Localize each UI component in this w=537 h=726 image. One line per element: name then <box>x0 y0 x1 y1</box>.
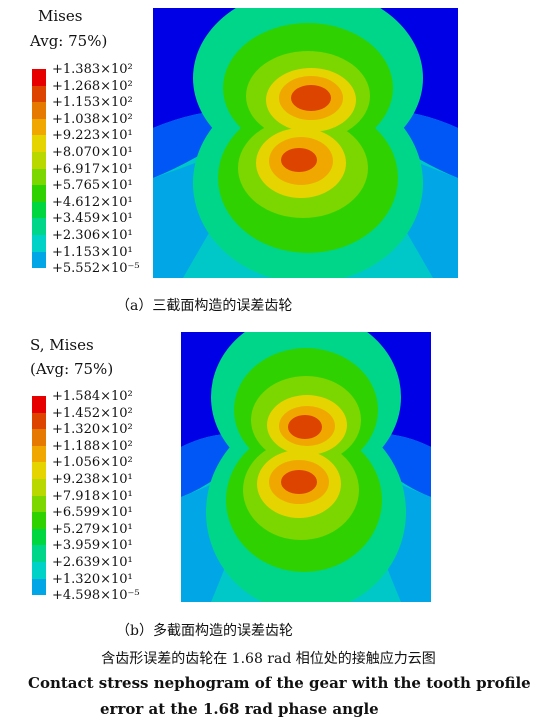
legend-value-label: +1.584×10² <box>52 389 133 404</box>
contour-band-b-18 <box>281 470 317 494</box>
legend-swatch <box>32 445 46 463</box>
contour-band-b-17 <box>288 415 322 439</box>
legend-swatch <box>32 412 46 430</box>
legend-swatch <box>32 118 46 136</box>
legend-swatch <box>32 251 46 269</box>
legend-title-a-line1: Mises <box>38 7 83 25</box>
contour-band-a-17 <box>291 85 331 111</box>
figure-caption-en-line2: error at the 1.68 rad phase angle <box>100 700 379 718</box>
legend-swatch <box>32 528 46 546</box>
legend-swatch <box>32 85 46 103</box>
legend-swatch <box>32 429 46 446</box>
legend-value-label: +9.238×10¹ <box>52 472 133 487</box>
legend-subtitle-b: (Avg: 75%) <box>30 360 114 378</box>
legend-swatch <box>32 185 46 202</box>
legend-value-label: +9.223×10¹ <box>52 128 133 144</box>
legend-value-label: +2.639×10¹ <box>52 555 133 570</box>
legend-swatch <box>32 396 46 413</box>
legend-swatch <box>32 102 46 119</box>
legend-swatch <box>32 495 46 513</box>
legend-swatch <box>32 462 46 479</box>
legend-value-label: +1.153×10² <box>52 95 133 111</box>
legend-value-label: +1.153×10¹ <box>52 244 133 260</box>
figure-panel-b: S, Mises (Avg: 75%) +1.584×10² +1.452×10²… <box>0 326 537 644</box>
legend-swatch <box>32 152 46 169</box>
legend-value-label: +1.383×10² <box>52 62 133 77</box>
legend-swatch <box>32 218 46 235</box>
legend-value-label: +1.056×10² <box>52 455 133 471</box>
legend-swatch <box>32 201 46 219</box>
contour-band-a-18 <box>281 148 317 172</box>
legend-value-label: +1.452×10² <box>52 405 133 421</box>
legend-value-label: +3.959×10¹ <box>52 538 133 554</box>
legend-title-a: Mises <box>38 5 82 27</box>
figure-panel-a: Mises Avg: 75%) +1.383×10² +1.268×10² +1.1… <box>0 0 537 322</box>
figure-caption-en-line1: Contact stress nephogram of the gear wit… <box>28 674 531 692</box>
legend-subtitle-a: Avg: 75%) <box>30 32 108 50</box>
legend-value-label: +2.306×10¹ <box>52 228 133 243</box>
caption-a: （a）三截面构造的误差齿轮 <box>116 298 293 314</box>
legend-swatch <box>32 545 46 562</box>
legend-value-label: +5.765×10¹ <box>52 178 133 194</box>
legend-a: +1.383×10² +1.268×10² +1.153×10² +1.038×10²… <box>32 62 222 276</box>
legend-value-label: +4.612×10¹ <box>52 194 133 210</box>
contour-plot-b <box>181 332 431 602</box>
legend-b: +1.584×10² +1.452×10² +1.320×10² +1.188×10²… <box>32 389 222 603</box>
legend-value-label: +6.599×10¹ <box>52 505 133 521</box>
figure-caption-cn: 含齿形误差的齿轮在 1.68 rad 相位处的接触应力云图 <box>101 651 436 667</box>
legend-value-label: +1.188×10² <box>52 438 133 454</box>
legend-value-label: +8.070×10¹ <box>52 145 133 160</box>
legend-value-label: +7.918×10¹ <box>52 488 133 504</box>
caption-b: （b）多截面构造的误差齿轮 <box>116 623 293 639</box>
legend-swatch <box>32 235 46 252</box>
legend-value-label: +5.279×10¹ <box>52 521 133 537</box>
legend-value-label: +3.459×10¹ <box>52 211 133 227</box>
legend-value-label: +6.917×10¹ <box>52 161 133 177</box>
legend-swatch <box>32 578 46 596</box>
legend-value-label: +1.268×10² <box>52 78 133 94</box>
contour-plot-a <box>153 8 458 278</box>
legend-swatch <box>32 69 46 86</box>
legend-title-b: S, Mises <box>30 336 94 354</box>
legend-swatch <box>32 135 46 152</box>
legend-swatch <box>32 479 46 496</box>
legend-value-label: +4.598×10⁻⁵ <box>52 588 140 604</box>
legend-swatch <box>32 562 46 579</box>
legend-swatch <box>32 168 46 186</box>
legend-value-label: +1.320×10² <box>52 422 133 438</box>
legend-value-label: +1.320×10¹ <box>52 571 133 587</box>
legend-swatch <box>32 512 46 529</box>
legend-value-label: +5.552×10⁻⁵ <box>52 261 140 277</box>
legend-value-label: +1.038×10² <box>52 111 133 127</box>
